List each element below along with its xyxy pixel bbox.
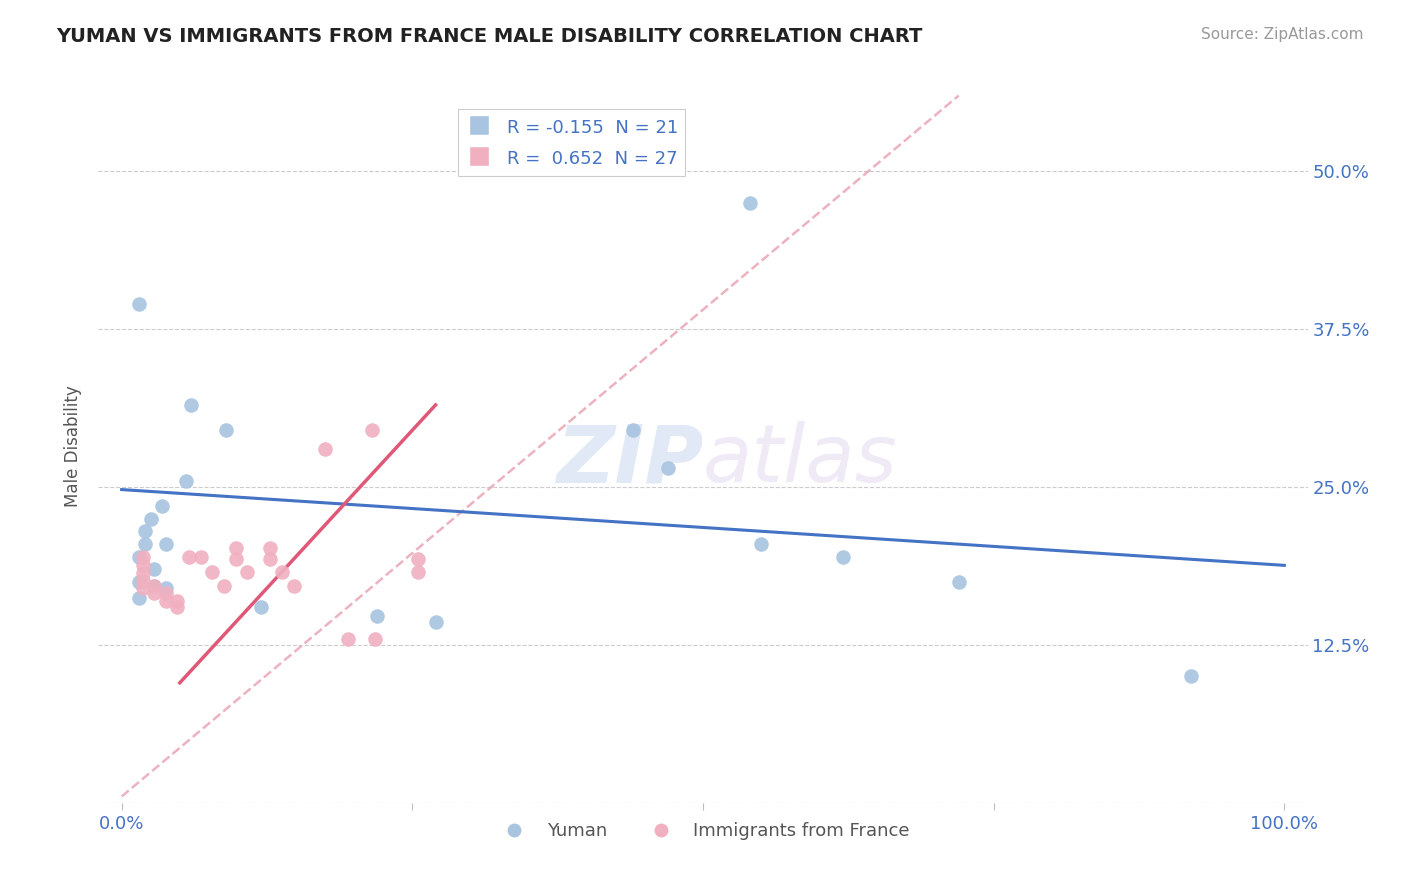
Point: [128, 549, 150, 564]
Text: atlas: atlas: [703, 421, 898, 500]
Point: [155, 586, 177, 600]
Point: [134, 537, 156, 551]
Point: [657, 461, 679, 475]
Point: [271, 565, 294, 579]
Point: [283, 578, 305, 592]
Point: [948, 574, 970, 589]
Point: [236, 565, 259, 579]
Text: Source: ZipAtlas.com: Source: ZipAtlas.com: [1201, 27, 1364, 42]
Point: [337, 632, 360, 646]
Point: [128, 297, 150, 311]
Point: [259, 552, 281, 566]
Point: [212, 578, 235, 592]
Point: [166, 600, 188, 615]
Point: [364, 632, 387, 646]
Point: [143, 562, 166, 576]
Point: [190, 549, 212, 564]
Point: [215, 423, 238, 437]
Point: [225, 541, 247, 555]
Point: [259, 541, 281, 555]
Point: [174, 474, 197, 488]
Point: [179, 549, 201, 564]
Y-axis label: Male Disability: Male Disability: [65, 385, 83, 507]
Point: [225, 552, 247, 566]
Point: [134, 524, 156, 539]
Point: [201, 565, 224, 579]
Point: [406, 565, 429, 579]
Point: [180, 398, 202, 412]
Point: [150, 499, 173, 513]
Point: [314, 442, 336, 457]
Point: [406, 552, 429, 566]
Point: [1180, 669, 1202, 683]
Point: [131, 566, 153, 580]
Point: [166, 593, 188, 607]
Point: [831, 549, 853, 564]
Point: [131, 558, 153, 573]
Point: [131, 581, 153, 595]
Point: [155, 593, 177, 607]
Text: YUMAN VS IMMIGRANTS FROM FRANCE MALE DISABILITY CORRELATION CHART: YUMAN VS IMMIGRANTS FROM FRANCE MALE DIS…: [56, 27, 922, 45]
Point: [425, 615, 447, 630]
Legend: Yuman, Immigrants from France: Yuman, Immigrants from France: [489, 815, 917, 847]
Point: [366, 608, 388, 623]
Point: [143, 586, 166, 600]
Point: [131, 549, 153, 564]
Point: [360, 423, 382, 437]
Point: [131, 574, 153, 588]
Point: [749, 537, 772, 551]
Point: [250, 600, 273, 615]
Point: [621, 423, 644, 437]
Point: [738, 195, 761, 210]
Point: [128, 591, 150, 606]
Point: [143, 578, 166, 592]
Point: [139, 511, 162, 525]
Text: ZIP: ZIP: [555, 421, 703, 500]
Point: [155, 581, 177, 595]
Point: [128, 574, 150, 589]
Point: [155, 537, 177, 551]
Point: [143, 578, 166, 592]
